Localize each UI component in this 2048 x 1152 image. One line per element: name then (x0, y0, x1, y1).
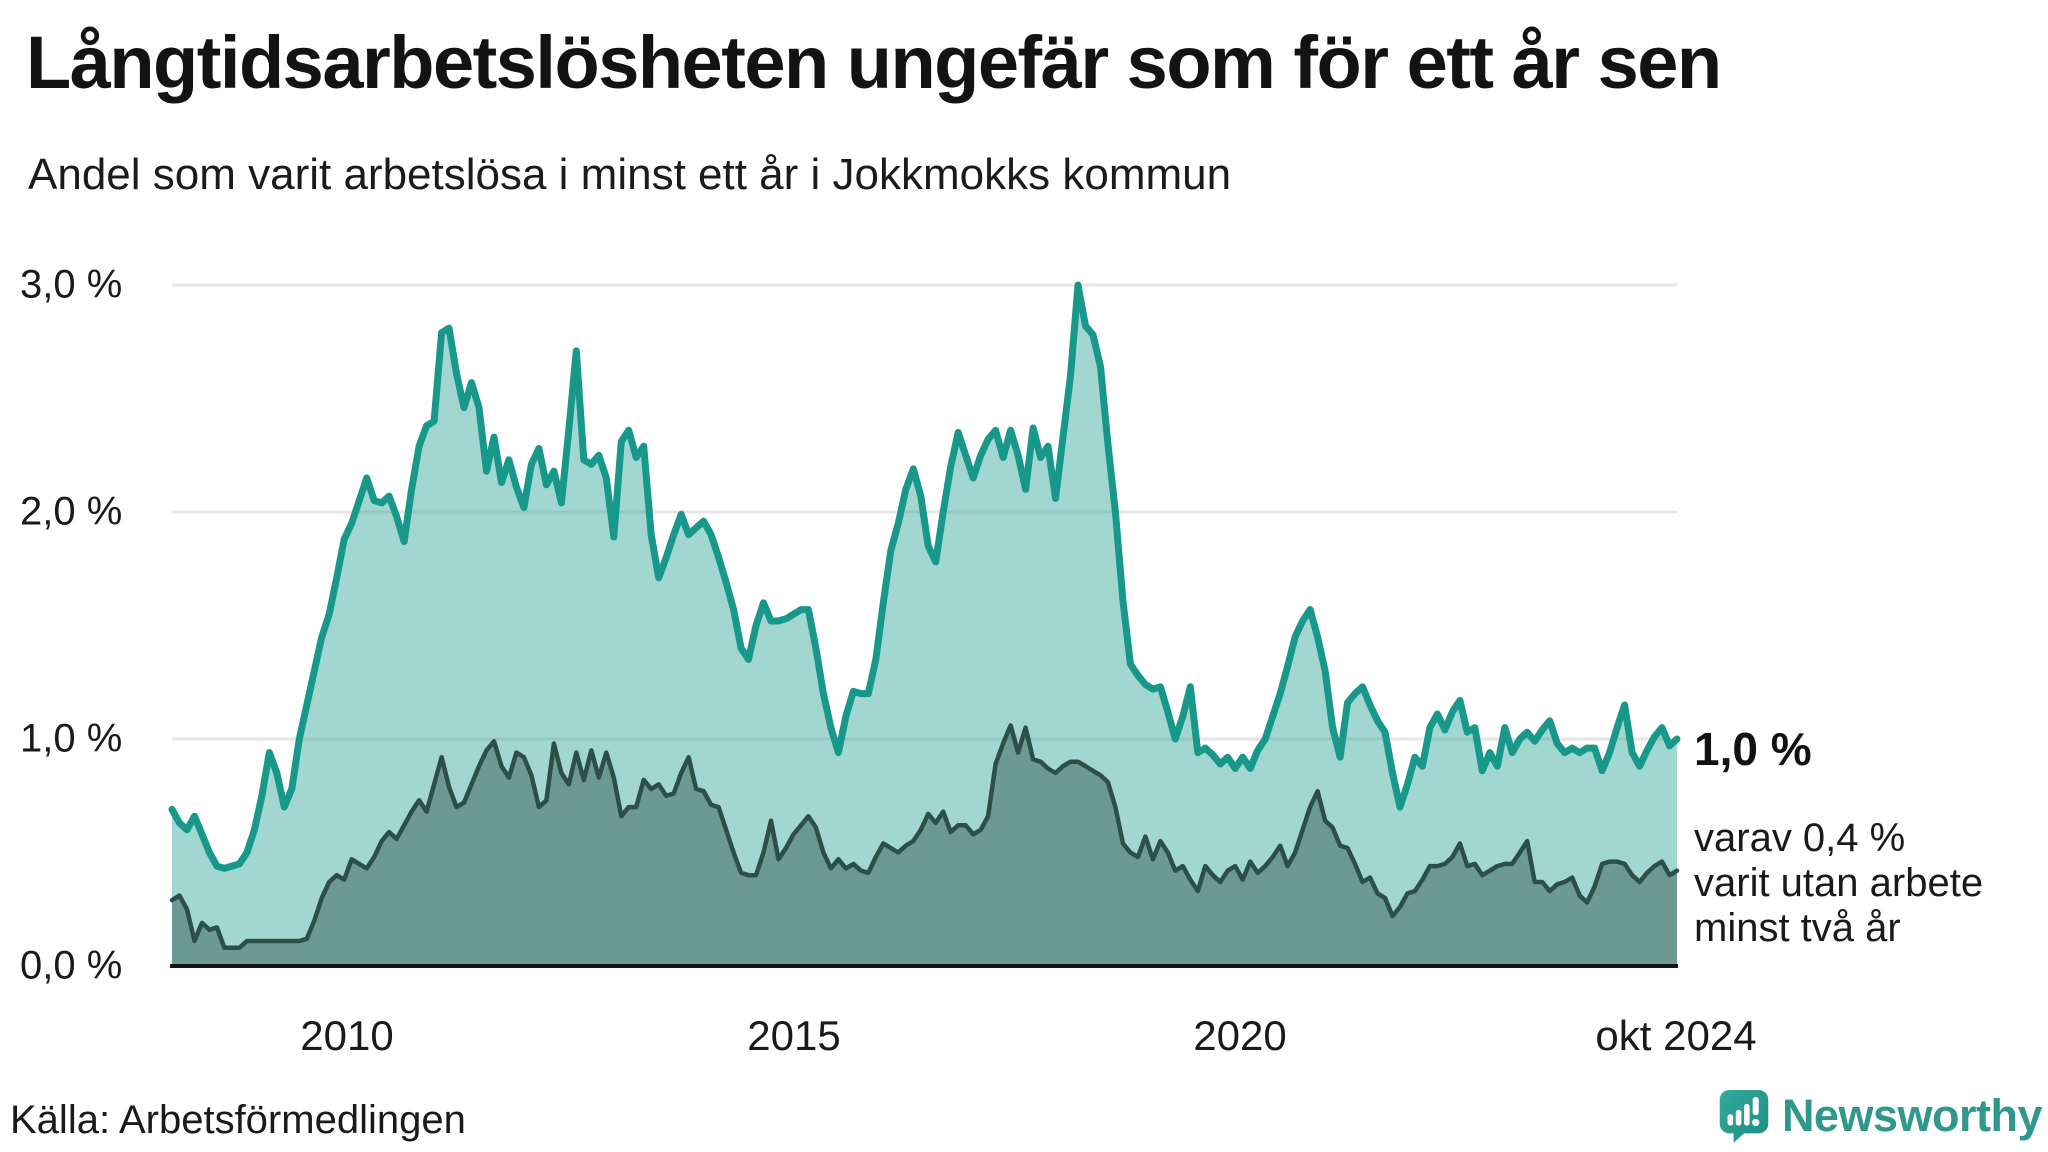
y-tick-1: 1,0 % (20, 716, 123, 761)
end-value-label: 1,0 % (1694, 723, 1812, 775)
x-tick-okt-2024: okt 2024 (1595, 1012, 1757, 1059)
annotation-line-2: varit utan arbete (1694, 861, 1984, 905)
area-minst-tva-ar (172, 725, 1677, 966)
annotation-line-1: varav 0,4 % (1694, 816, 1906, 860)
line-minst-tva-ar (169, 723, 1680, 951)
y-tick-2: 2,0 % (20, 489, 123, 534)
annotation-line-3: minst två år (1694, 906, 1901, 950)
y-tick-0: 0,0 % (20, 943, 123, 988)
newsworthy-logo: Newsworthy (1718, 1088, 2043, 1144)
x-tick-2015: 2015 (747, 1012, 841, 1059)
x-tick-2010: 2010 (300, 1012, 394, 1059)
newsworthy-icon (1719, 1090, 1769, 1143)
line-minst-ett-ar (168, 281, 1681, 872)
newsworthy-wordmark: Newsworthy (1781, 1090, 2043, 1141)
x-tick-2020: 2020 (1193, 1012, 1287, 1059)
series-annotation: varav 0,4 % varit utan arbete minst två … (1694, 816, 1983, 951)
y-tick-3: 3,0 % (20, 262, 123, 307)
source-note: Källa: Arbetsförmedlingen (10, 1098, 466, 1142)
page-title: Långtidsarbetslösheten ungefär som för e… (26, 21, 1722, 104)
page-subtitle: Andel som varit arbetslösa i minst ett å… (28, 150, 1232, 199)
